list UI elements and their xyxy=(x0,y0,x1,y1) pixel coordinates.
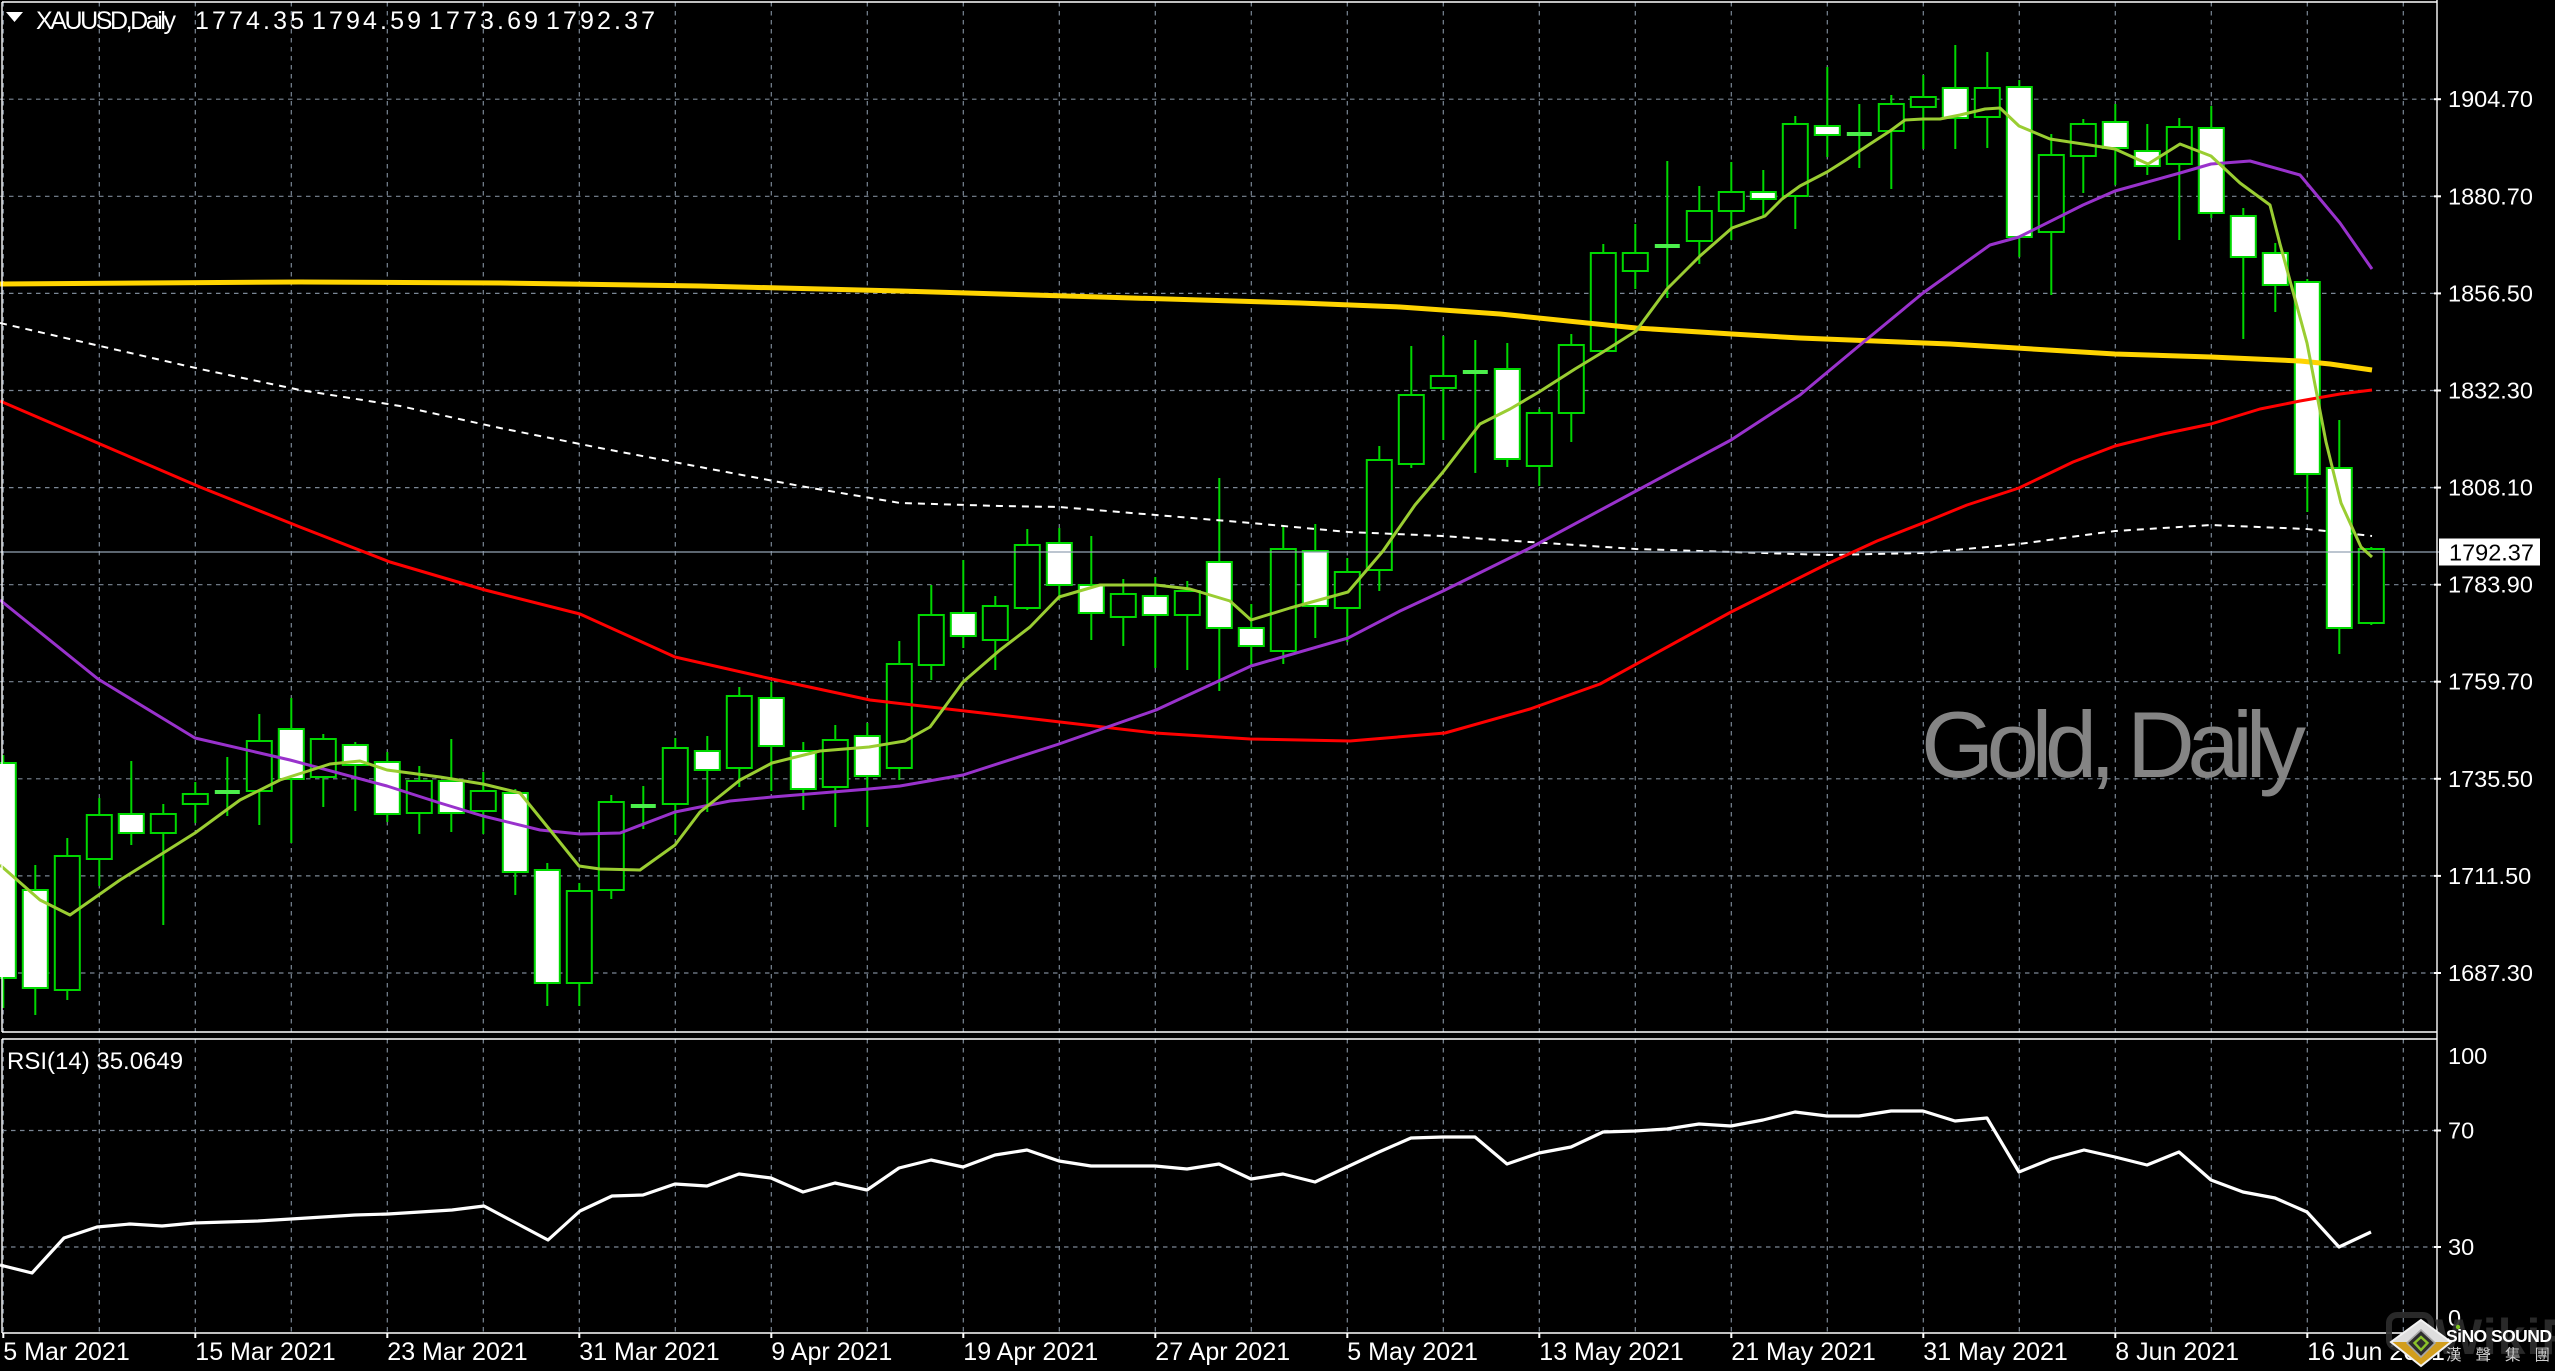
svg-text:27 Apr 2021: 27 Apr 2021 xyxy=(1155,1338,1290,1366)
svg-text:23 Mar 2021: 23 Mar 2021 xyxy=(387,1338,527,1366)
svg-text:RSI(14) 35.0649: RSI(14) 35.0649 xyxy=(7,1048,183,1075)
svg-text:1792.37: 1792.37 xyxy=(2449,540,2534,566)
svg-text:1856.50: 1856.50 xyxy=(2448,280,2533,306)
svg-text:31 May 2021: 31 May 2021 xyxy=(1923,1338,2068,1366)
svg-text:1880.70: 1880.70 xyxy=(2448,183,2533,209)
svg-text:100: 100 xyxy=(2448,1043,2487,1069)
svg-text:1759.70: 1759.70 xyxy=(2448,669,2533,695)
svg-text:1794.59: 1794.59 xyxy=(312,7,421,35)
svg-text:1832.30: 1832.30 xyxy=(2448,378,2533,404)
svg-text:1808.10: 1808.10 xyxy=(2448,475,2533,501)
svg-text:SiNO SOUND: SiNO SOUND xyxy=(2446,1326,2552,1346)
svg-text:70: 70 xyxy=(2448,1118,2474,1144)
svg-text:19 Apr 2021: 19 Apr 2021 xyxy=(963,1338,1098,1366)
svg-text:13 May 2021: 13 May 2021 xyxy=(1539,1338,1684,1366)
svg-text:8 Jun 2021: 8 Jun 2021 xyxy=(2115,1338,2239,1366)
svg-text:WikiFX: WikiFX xyxy=(2435,1309,2555,1365)
svg-text:31 Mar 2021: 31 Mar 2021 xyxy=(579,1338,719,1366)
svg-text:21 May 2021: 21 May 2021 xyxy=(1731,1338,1876,1366)
svg-text:9 Apr 2021: 9 Apr 2021 xyxy=(771,1338,892,1366)
svg-text:1735.50: 1735.50 xyxy=(2448,766,2533,792)
svg-text:1783.90: 1783.90 xyxy=(2448,572,2533,598)
svg-text:0: 0 xyxy=(2448,1305,2461,1331)
svg-text:1774.35: 1774.35 xyxy=(195,7,304,35)
svg-text:5 Mar 2021: 5 Mar 2021 xyxy=(3,1338,129,1366)
svg-text:XAUUSD,Daily: XAUUSD,Daily xyxy=(36,7,177,35)
svg-text:1687.30: 1687.30 xyxy=(2448,960,2533,986)
svg-text:15 Mar 2021: 15 Mar 2021 xyxy=(195,1338,335,1366)
svg-text:5 May 2021: 5 May 2021 xyxy=(1347,1338,1478,1366)
svg-text:1792.37: 1792.37 xyxy=(546,7,655,35)
svg-text:1711.50: 1711.50 xyxy=(2448,863,2531,889)
svg-text:1773.69: 1773.69 xyxy=(429,7,538,35)
svg-text:1904.70: 1904.70 xyxy=(2448,86,2533,112)
svg-text:Gold, Daily: Gold, Daily xyxy=(1921,692,2306,797)
svg-text:30: 30 xyxy=(2448,1234,2474,1260)
